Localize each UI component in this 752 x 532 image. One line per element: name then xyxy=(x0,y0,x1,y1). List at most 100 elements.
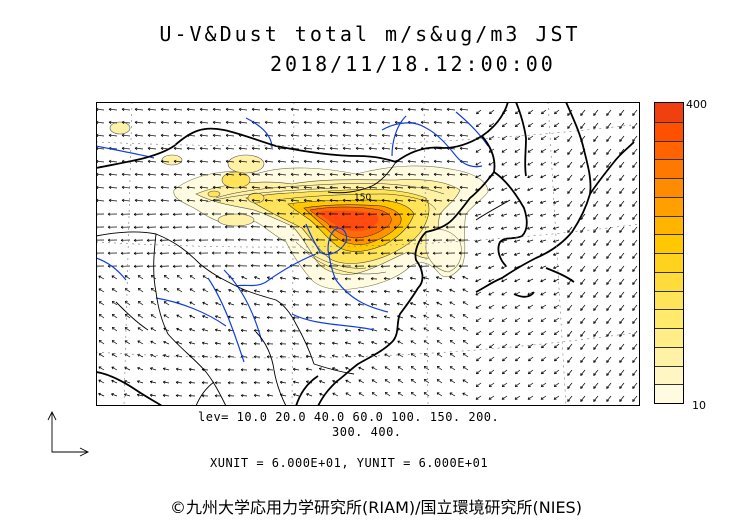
wind-arrow-head xyxy=(331,328,335,331)
wind-arrow-head xyxy=(354,265,358,268)
wind-arrow xyxy=(342,186,352,189)
wind-arrow-head xyxy=(212,134,216,137)
wind-arrow xyxy=(407,134,417,137)
wind-arrow-head xyxy=(331,329,335,333)
wind-arrow xyxy=(111,327,118,332)
wind-arrow-head xyxy=(263,238,267,240)
wind-arrow xyxy=(96,108,105,111)
wind-arrow-head xyxy=(199,133,203,136)
wind-arrow xyxy=(567,382,573,389)
wind-arrow xyxy=(553,317,560,322)
wind-arrow-head xyxy=(501,396,504,400)
wind-arrow-head xyxy=(445,239,449,242)
wind-arrow-head xyxy=(345,392,348,396)
wind-arrow xyxy=(436,301,443,306)
wind-arrow-head xyxy=(266,369,270,372)
wind-arrow-head xyxy=(432,212,436,215)
wind-arrow-head xyxy=(266,290,270,293)
wind-arrow-head xyxy=(173,146,177,149)
wind-arrow-head xyxy=(237,251,241,254)
wind-arrow xyxy=(514,213,521,217)
wind-arrow xyxy=(277,147,287,150)
wind-arrow-head xyxy=(475,188,478,191)
wind-arrow-head xyxy=(303,172,307,175)
wind-arrow-head xyxy=(540,252,543,256)
wind-arrow-head xyxy=(423,379,426,382)
wind-arrow xyxy=(342,173,352,176)
wind-arrow-head xyxy=(420,199,424,202)
wind-arrow-head xyxy=(489,358,491,362)
wind-arrow xyxy=(619,187,625,194)
wind-arrow-head xyxy=(172,238,176,241)
wind-arrow-head xyxy=(279,343,283,346)
wind-arrow-head xyxy=(162,380,166,383)
wind-arrow xyxy=(446,160,456,163)
wind-arrow xyxy=(540,213,547,217)
wind-arrow-head xyxy=(121,134,125,137)
wind-arrow-head xyxy=(173,160,177,163)
wind-arrow-head xyxy=(253,302,257,305)
wind-arrow-head xyxy=(160,199,164,202)
wind-arrow-head xyxy=(228,315,231,317)
wind-arrow-head xyxy=(251,133,255,136)
wind-arrow-head xyxy=(514,213,517,217)
wind-arrow xyxy=(186,147,196,150)
wind-arrow-head xyxy=(445,265,449,268)
wind-arrow-head xyxy=(380,264,384,267)
wind-arrow-head xyxy=(276,226,280,229)
wind-arrow-head xyxy=(432,251,436,254)
wind-arrow xyxy=(540,317,547,322)
wind-arrow-head xyxy=(527,384,530,387)
wind-arrow xyxy=(580,395,586,402)
wind-arrow-head xyxy=(580,348,584,350)
wind-arrow-head xyxy=(108,120,112,123)
wind-arrow-head xyxy=(329,107,333,110)
wind-arrow-head xyxy=(137,314,140,317)
wind-arrow xyxy=(254,316,261,319)
wind-arrow-head xyxy=(264,160,268,163)
wind-arrow xyxy=(173,186,183,189)
wind-arrow-head xyxy=(251,160,255,163)
wind-arrow xyxy=(580,122,586,129)
wind-arrow-head xyxy=(357,329,361,332)
wind-arrow-head xyxy=(419,251,423,254)
wind-arrow-head xyxy=(302,212,306,215)
wind-arrow-head xyxy=(342,133,346,136)
wind-arrow xyxy=(215,302,222,306)
wind-arrow xyxy=(277,160,287,163)
wind-arrow xyxy=(266,381,274,384)
wind-arrow-head xyxy=(277,134,281,137)
wind-arrow xyxy=(121,199,131,202)
wind-arrow-head xyxy=(163,354,166,358)
wind-arrow-head xyxy=(358,392,361,396)
wind-arrow-head xyxy=(567,283,571,285)
wind-arrow-head xyxy=(407,134,411,137)
wind-arrow xyxy=(381,147,391,150)
wind-arrow xyxy=(137,288,144,293)
wind-arrow-head xyxy=(240,382,244,385)
wind-arrow xyxy=(540,304,547,309)
wind-arrow-head xyxy=(107,226,111,229)
wind-arrow-head xyxy=(318,316,322,318)
wind-arrow-head xyxy=(199,147,203,150)
wind-arrow-head xyxy=(553,396,556,400)
wind-arrow-head xyxy=(475,213,478,217)
wind-arrow-head xyxy=(290,120,294,123)
wind-arrow-head xyxy=(445,225,449,228)
wind-arrow-head xyxy=(393,251,397,254)
wind-arrow xyxy=(332,355,339,358)
wind-arrow xyxy=(384,353,391,358)
wind-arrow xyxy=(186,160,196,163)
wind-arrow-head xyxy=(527,213,530,217)
wind-arrow-head xyxy=(488,305,491,309)
wind-arrow-head xyxy=(553,213,556,217)
wind-arrow-head xyxy=(436,289,439,292)
wind-arrow-head xyxy=(279,304,283,307)
wind-arrow xyxy=(567,356,573,363)
wind-arrow-head xyxy=(293,380,296,382)
wind-arrow xyxy=(368,134,378,137)
wind-arrow-head xyxy=(305,330,309,333)
wind-arrow-head xyxy=(619,335,623,337)
wind-arrow-head xyxy=(237,252,241,255)
wind-arrow-head xyxy=(419,227,423,229)
